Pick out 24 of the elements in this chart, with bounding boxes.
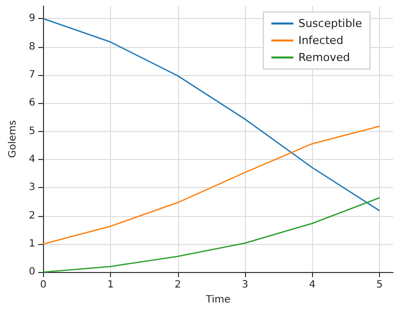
y-axis-title: Golems: [8, 120, 18, 158]
y-tick-label: 7: [28, 69, 36, 80]
line-series: [42, 197, 380, 273]
x-tick-label: 0: [40, 280, 46, 291]
legend-label: Susceptible: [298, 17, 362, 30]
line-series: [42, 126, 380, 245]
legend-label: Removed: [298, 51, 350, 64]
x-tick-label: 4: [309, 280, 316, 291]
y-tick-label: 5: [28, 126, 36, 137]
x-tick-label: 1: [107, 280, 114, 291]
x-tick-label: 5: [376, 280, 383, 291]
x-tick-label: 3: [242, 280, 248, 291]
y-tick-label: 8: [28, 41, 36, 52]
x-axis-title: Time: [204, 294, 230, 306]
y-tick-label: 1: [28, 238, 36, 250]
y-tick-label: 4: [28, 154, 36, 165]
x-tick-label: 2: [174, 280, 181, 291]
y-tick-label: 0: [28, 266, 36, 278]
y-tick-label: 3: [28, 182, 36, 194]
y-tick-label: 9: [28, 13, 36, 24]
y-tick-label: 2: [28, 210, 36, 222]
legend-label: Infected: [298, 34, 344, 47]
line-series: [42, 18, 380, 212]
y-tick-label: 6: [28, 98, 36, 109]
